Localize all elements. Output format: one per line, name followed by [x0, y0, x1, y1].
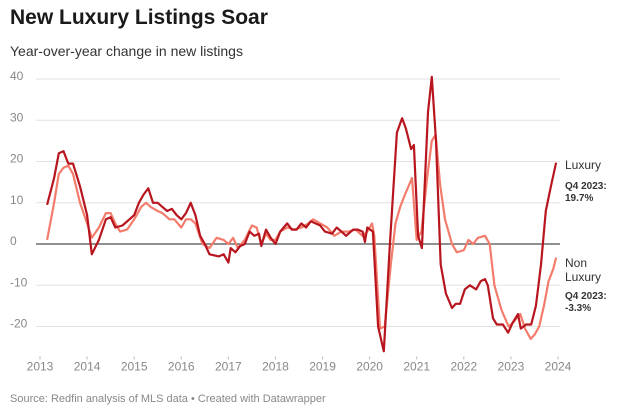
x-tick-label: 2023 [498, 360, 525, 374]
series-line [46, 133, 558, 340]
source: Source: Redfin analysis of MLS data • Cr… [10, 393, 326, 405]
chart-title: New Luxury Listings Soar [10, 6, 268, 29]
series-line [46, 75, 558, 353]
x-tick-label: 2022 [450, 360, 477, 374]
x-tick-label: 2015 [121, 360, 148, 374]
y-tick-label: 40 [10, 69, 24, 83]
y-tick-label: -10 [10, 275, 28, 289]
y-tick-label: 20 [10, 152, 24, 166]
y-tick-label: 10 [10, 193, 24, 207]
y-tick-label: 30 [10, 110, 24, 124]
annotation: Q4 2023: -3.3% [565, 291, 607, 314]
x-tick-label: 2014 [74, 360, 101, 374]
series-label: Non Luxury [565, 256, 602, 284]
x-tick-label: 2020 [356, 360, 383, 374]
y-tick-label: 0 [10, 234, 17, 248]
x-tick-label: 2016 [168, 360, 195, 374]
x-tick-label: 2017 [215, 360, 242, 374]
annotation: Q4 2023: 19.7% [565, 181, 607, 204]
x-tick-label: 2018 [262, 360, 289, 374]
x-tick-label: 2024 [545, 360, 572, 374]
x-tick-label: 2019 [309, 360, 336, 374]
x-tick-label: 2013 [27, 360, 54, 374]
x-tick-label: 2021 [403, 360, 430, 374]
y-tick-label: -20 [10, 317, 28, 331]
chart-subtitle: Year-over-year change in new listings [10, 43, 243, 59]
series-label: Luxury [565, 158, 602, 172]
